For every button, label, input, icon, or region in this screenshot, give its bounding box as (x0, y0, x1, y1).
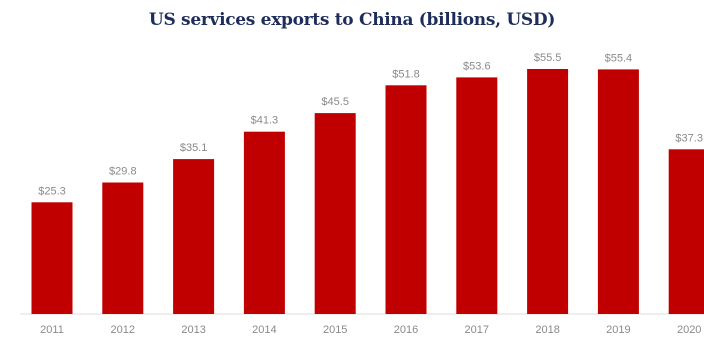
value-label-2020: $37.3 (675, 132, 703, 144)
x-tick-label-2011: 2011 (40, 324, 64, 336)
bar-2017 (456, 77, 498, 315)
value-label-2019: $55.4 (605, 52, 633, 64)
bar-2013 (173, 159, 215, 314)
value-label-2013: $35.1 (180, 142, 208, 154)
x-tick-label-2019: 2019 (606, 324, 630, 336)
x-tick-label-2016: 2016 (394, 324, 418, 336)
bar-2019 (597, 69, 639, 315)
bar-2018 (527, 69, 569, 314)
bar-2014 (243, 131, 285, 314)
chart-title: US services exports to China (billions, … (148, 10, 556, 30)
x-tick-label-2012: 2012 (111, 324, 135, 336)
x-tick-label-2017: 2017 (465, 324, 489, 336)
bar-2011 (31, 202, 73, 314)
bar-2012 (102, 182, 144, 314)
value-label-2015: $45.5 (321, 96, 349, 108)
value-label-2014: $41.3 (251, 115, 279, 127)
value-labels-group: $25.3 $29.8 $35.1 $41.3 $45.5 $51.8 $53.6 $55.5… (38, 52, 703, 197)
x-tick-label-2014: 2014 (252, 324, 276, 336)
value-label-2018: $55.5 (534, 52, 562, 64)
value-label-2012: $29.8 (109, 166, 137, 178)
x-tick-labels-group: 2011 2012 2013 2014 2015 2016 2017 2018 2019 2020 (40, 324, 701, 336)
value-label-2011: $25.3 (38, 185, 66, 197)
bar-2020 (668, 149, 704, 314)
x-tick-label-2020: 2020 (677, 324, 701, 336)
bars-group (31, 69, 704, 315)
bar-2015 (314, 113, 356, 314)
x-tick-label-2018: 2018 (535, 324, 559, 336)
x-tick-label-2015: 2015 (323, 324, 347, 336)
bar-2016 (385, 85, 427, 314)
value-label-2016: $51.8 (392, 68, 420, 80)
value-label-2017: $53.6 (463, 60, 491, 72)
x-tick-label-2013: 2013 (181, 324, 205, 336)
